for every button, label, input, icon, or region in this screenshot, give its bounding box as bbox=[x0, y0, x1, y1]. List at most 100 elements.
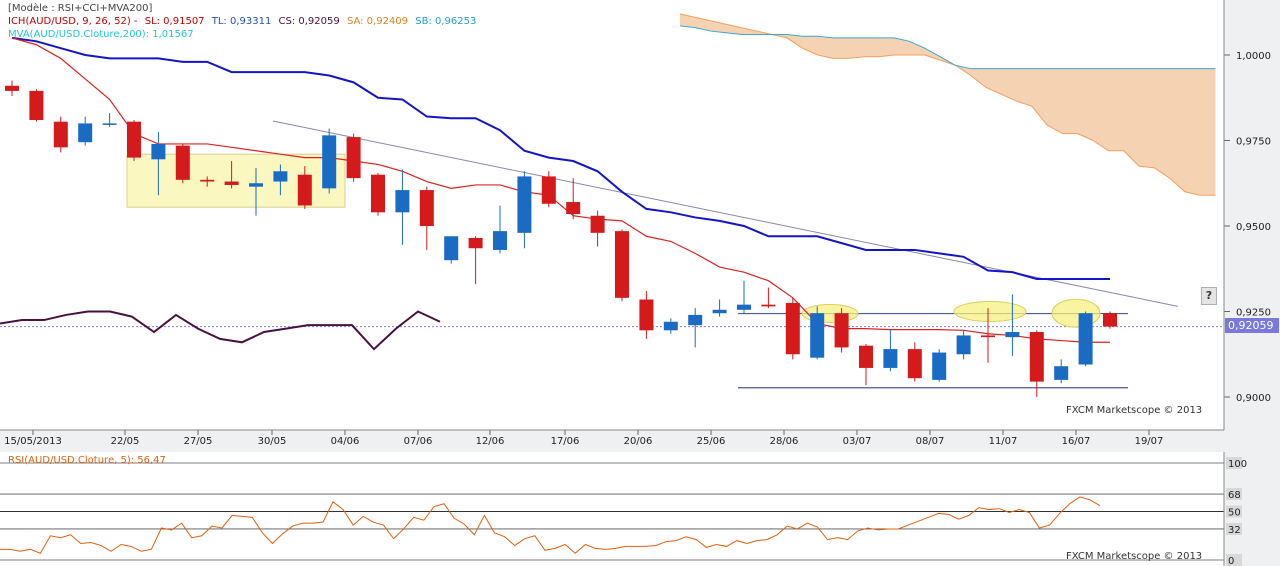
rsi-line bbox=[0, 496, 1101, 554]
rsi-level-box bbox=[1226, 505, 1242, 518]
rsi-level-box bbox=[1226, 554, 1242, 566]
candle-body bbox=[175, 145, 190, 180]
candle-body bbox=[761, 304, 776, 307]
x-tick-label: 17/06 bbox=[551, 436, 580, 447]
candle-body bbox=[883, 349, 898, 368]
candle-body bbox=[102, 123, 117, 125]
x-tick-label: 07/06 bbox=[404, 436, 433, 447]
x-tick-label: 04/06 bbox=[331, 436, 360, 447]
y-tick-label: 0,9500 bbox=[1236, 222, 1271, 233]
rsi-chart[interactable]: 100 68 50 32 0 bbox=[0, 452, 1280, 566]
candle-body bbox=[517, 176, 532, 233]
candle-body bbox=[468, 237, 483, 249]
price-chart[interactable]: 1,0000 0,9750 0,9500 0,9250 0,9000 15/05/201… bbox=[0, 0, 1280, 452]
candle-body bbox=[1103, 313, 1117, 327]
candle-body bbox=[566, 202, 581, 215]
senkou-span-a bbox=[679, 13, 1216, 196]
candle-body bbox=[419, 190, 434, 226]
ich-label: ICH(AUD/USD, 9, 26, 52) - bbox=[8, 16, 138, 27]
x-tick-label: 20/06 bbox=[624, 436, 653, 447]
candle-body bbox=[53, 121, 68, 148]
highlight-ellipse bbox=[953, 301, 1027, 322]
x-tick-label: 22/05 bbox=[111, 436, 140, 447]
rsi-level-label: 0 bbox=[1228, 556, 1234, 566]
ich-sa: SA: 0,92409 bbox=[346, 16, 409, 27]
x-tick-label: 25/06 bbox=[697, 436, 726, 447]
candle-body bbox=[590, 215, 605, 233]
candle-body bbox=[907, 349, 922, 379]
legend-model: [Modèle : RSI+CCI+MVA200] bbox=[8, 3, 153, 14]
candle-body bbox=[688, 314, 703, 326]
candle-body bbox=[712, 309, 727, 314]
rsi-watermark: FXCM Marketscope © 2013 bbox=[1066, 551, 1203, 562]
candle-body bbox=[639, 299, 654, 331]
rsi-level-label: 100 bbox=[1228, 459, 1247, 470]
ich-sb: SB: 0,96253 bbox=[415, 16, 477, 27]
y-tick-label: 0,9750 bbox=[1236, 137, 1271, 148]
candle-body bbox=[615, 231, 629, 298]
chikou-span bbox=[0, 310, 441, 351]
candle-body bbox=[859, 345, 873, 368]
x-tick-label: 28/06 bbox=[770, 436, 799, 447]
rsi-level-box bbox=[1226, 522, 1242, 535]
tenkan-sen bbox=[11, 37, 1110, 343]
candle-body bbox=[346, 137, 361, 179]
help-button[interactable]: ? bbox=[1201, 287, 1217, 305]
x-tick-label: 03/07 bbox=[843, 436, 872, 447]
candle-body bbox=[834, 313, 849, 348]
candle-body bbox=[297, 174, 312, 206]
candle-body bbox=[322, 135, 337, 189]
candle-body bbox=[371, 174, 385, 213]
x-tick-label: 11/07 bbox=[989, 436, 1018, 447]
rsi-level-label: 50 bbox=[1228, 508, 1241, 519]
y-tick-label: 1,0000 bbox=[1236, 51, 1271, 62]
candle-body bbox=[785, 302, 800, 355]
candle-body bbox=[1029, 332, 1044, 382]
senkou-span-b bbox=[679, 25, 1216, 70]
rsi-level-label: 32 bbox=[1228, 525, 1241, 536]
x-tick-label: 27/05 bbox=[184, 436, 213, 447]
candle-body bbox=[810, 313, 825, 358]
candle-body bbox=[395, 190, 410, 213]
y-tick-label: 0,9000 bbox=[1236, 393, 1271, 404]
candle-body bbox=[932, 352, 947, 380]
candle-body bbox=[981, 335, 995, 338]
candle-body bbox=[663, 321, 678, 331]
candle-body bbox=[273, 171, 288, 182]
candle-body bbox=[249, 183, 263, 187]
candle-body bbox=[78, 123, 93, 143]
candle-body bbox=[127, 121, 141, 158]
candle-body bbox=[224, 181, 239, 185]
candle-body bbox=[200, 179, 215, 182]
legend-mva: MVA(AUD/USD.Cloture,200): 1,01567 bbox=[8, 29, 194, 40]
price-watermark: FXCM Marketscope © 2013 bbox=[1066, 405, 1203, 416]
rsi-level-label: 68 bbox=[1228, 490, 1241, 501]
legend-ichimoku: ICH(AUD/USD, 9, 26, 52) - SL: 0,91507 TL… bbox=[8, 16, 476, 27]
candle-body bbox=[1054, 366, 1069, 380]
candle-body bbox=[5, 85, 19, 91]
ich-sl: SL: 0,91507 bbox=[144, 16, 205, 27]
candle-body bbox=[737, 304, 751, 310]
candle-body bbox=[29, 90, 44, 120]
highlight-ellipse bbox=[1051, 298, 1101, 328]
rsi-label: RSI(AUD/USD.Cloture, 5): 56,47 bbox=[8, 455, 166, 466]
ich-tl: TL: 0,93311 bbox=[211, 16, 272, 27]
current-price-tag: 0,92059 bbox=[1225, 318, 1279, 333]
x-tick-label: 19/07 bbox=[1135, 436, 1164, 447]
x-tick-label: 16/07 bbox=[1062, 436, 1091, 447]
rsi-level-box bbox=[1226, 488, 1242, 501]
y-tick-label: 0,9250 bbox=[1236, 308, 1271, 319]
rsi-level-box bbox=[1226, 457, 1242, 469]
candle-body bbox=[151, 143, 166, 160]
candle-body bbox=[956, 335, 971, 355]
candle-body bbox=[1078, 313, 1093, 365]
candle-body bbox=[493, 231, 507, 250]
ichimoku-cloud bbox=[680, 13, 1216, 196]
range-box bbox=[126, 153, 346, 208]
candle-body bbox=[541, 176, 556, 204]
x-tick-label: 15/05/2013 bbox=[4, 436, 62, 447]
kijun-sen bbox=[11, 36, 1110, 281]
candle-body bbox=[444, 236, 459, 261]
x-tick-label: 08/07 bbox=[916, 436, 945, 447]
